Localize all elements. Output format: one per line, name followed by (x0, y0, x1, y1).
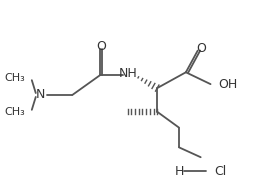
Text: Cl: Cl (214, 165, 227, 177)
Text: CH₃: CH₃ (4, 107, 25, 117)
Text: N: N (36, 88, 45, 101)
Text: O: O (197, 42, 207, 55)
Text: CH₃: CH₃ (4, 73, 25, 83)
Text: H: H (174, 165, 184, 177)
Text: OH: OH (218, 78, 238, 91)
Text: NH: NH (119, 67, 138, 80)
Text: O: O (96, 40, 106, 53)
